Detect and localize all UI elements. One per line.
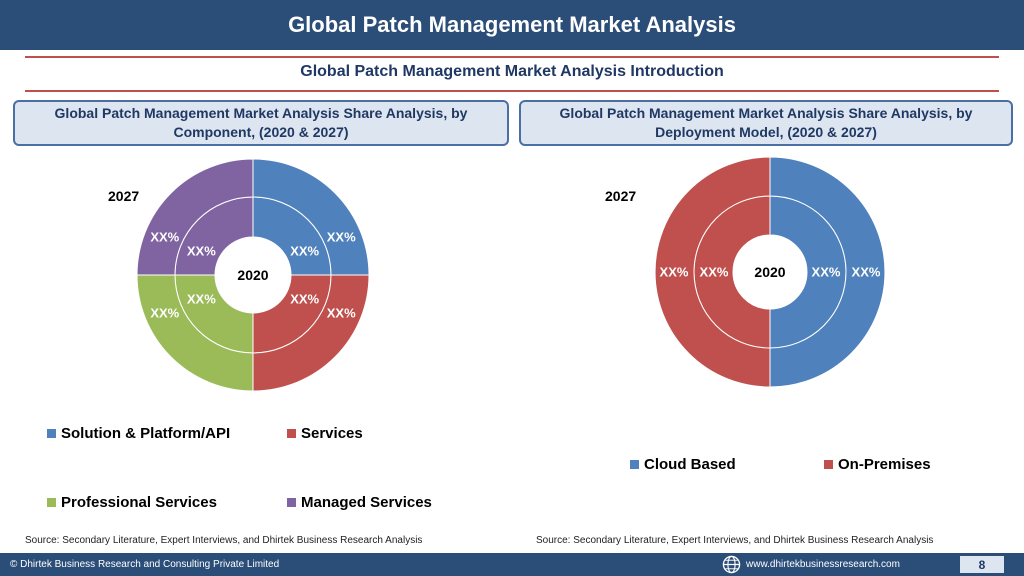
component-center-hole — [215, 237, 291, 313]
legend-item-services: Services — [287, 425, 363, 442]
legend-swatch — [287, 429, 296, 438]
component-2027-data-label-3: XX% — [150, 305, 179, 320]
legend-label: Cloud Based — [644, 456, 736, 473]
subtitle-divider — [25, 90, 999, 92]
header-bar: Global Patch Management Market Analysis — [0, 0, 1024, 50]
legend-item-managed-services: Managed Services — [287, 494, 432, 511]
component-outer-ring-label: 2027 — [108, 188, 140, 204]
top-divider — [25, 56, 999, 58]
deployment-2027-slice-1 — [769, 156, 886, 388]
component-2027-data-label-4: XX% — [150, 230, 179, 245]
component-2020-data-label-4: XX% — [187, 244, 216, 259]
section-subtitle: Global Patch Management Market Analysis … — [300, 63, 724, 80]
deployment-2027-data-label-2: XX% — [660, 265, 689, 280]
source-note-left: Source: Secondary Literature, Expert Int… — [25, 535, 423, 546]
footer-bar: © Dhirtek Business Research and Consulti… — [0, 553, 1024, 576]
page-title: Global Patch Management Market Analysis — [288, 12, 736, 37]
component-2027-data-label-1: XX% — [327, 230, 356, 245]
page-number: 8 — [960, 556, 1004, 573]
legend-label: Managed Services — [301, 494, 432, 511]
legend-label: Professional Services — [61, 494, 217, 511]
deployment-donut-chart: XX% XX% XX% XX% 2020 — [654, 156, 886, 388]
component-chart-title: Global Patch Management Market Analysis … — [13, 100, 509, 146]
deployment-2027-data-label-1: XX% — [852, 265, 881, 280]
component-2020-data-label-1: XX% — [290, 244, 319, 259]
website-link[interactable]: www.dhirtekbusinessresearch.com — [746, 559, 900, 570]
legend-item-on-premises: On-Premises — [824, 456, 931, 473]
deployment-2020-data-label-2: XX% — [700, 265, 729, 280]
component-2020-data-label-3: XX% — [187, 292, 216, 307]
deployment-center-hole — [733, 235, 807, 309]
source-note-right: Source: Secondary Literature, Expert Int… — [536, 535, 934, 546]
legend-label: Solution & Platform/API — [61, 425, 231, 442]
legend-item-professional-services: Professional Services — [47, 494, 217, 511]
legend-swatch — [824, 460, 833, 469]
legend-swatch — [287, 498, 296, 507]
legend-item-solution-platform: Solution & Platform/API — [47, 425, 230, 442]
deployment-chart-title: Global Patch Management Market Analysis … — [519, 100, 1013, 146]
component-donut-chart: XX% XX% XX% XX% XX% XX% XX% XX% 2020 — [136, 158, 370, 392]
legend-label: Services — [301, 425, 363, 442]
component-inner-ring-label: 2020 — [237, 267, 268, 283]
deployment-inner-ring-label: 2020 — [754, 264, 785, 280]
copyright-text: © Dhirtek Business Research and Consulti… — [10, 559, 280, 570]
globe-icon — [722, 555, 741, 574]
legend-item-cloud-based: Cloud Based — [630, 456, 736, 473]
component-2027-slice-4 — [136, 158, 254, 276]
legend-swatch — [47, 429, 56, 438]
deployment-2027-slice-2 — [654, 156, 771, 388]
legend-label: On-Premises — [838, 456, 931, 473]
legend-swatch — [47, 498, 56, 507]
component-2020-data-label-2: XX% — [290, 292, 319, 307]
deployment-2020-data-label-1: XX% — [812, 265, 841, 280]
component-2027-data-label-2: XX% — [327, 305, 356, 320]
legend-swatch — [630, 460, 639, 469]
deployment-outer-ring-label: 2027 — [605, 188, 637, 204]
